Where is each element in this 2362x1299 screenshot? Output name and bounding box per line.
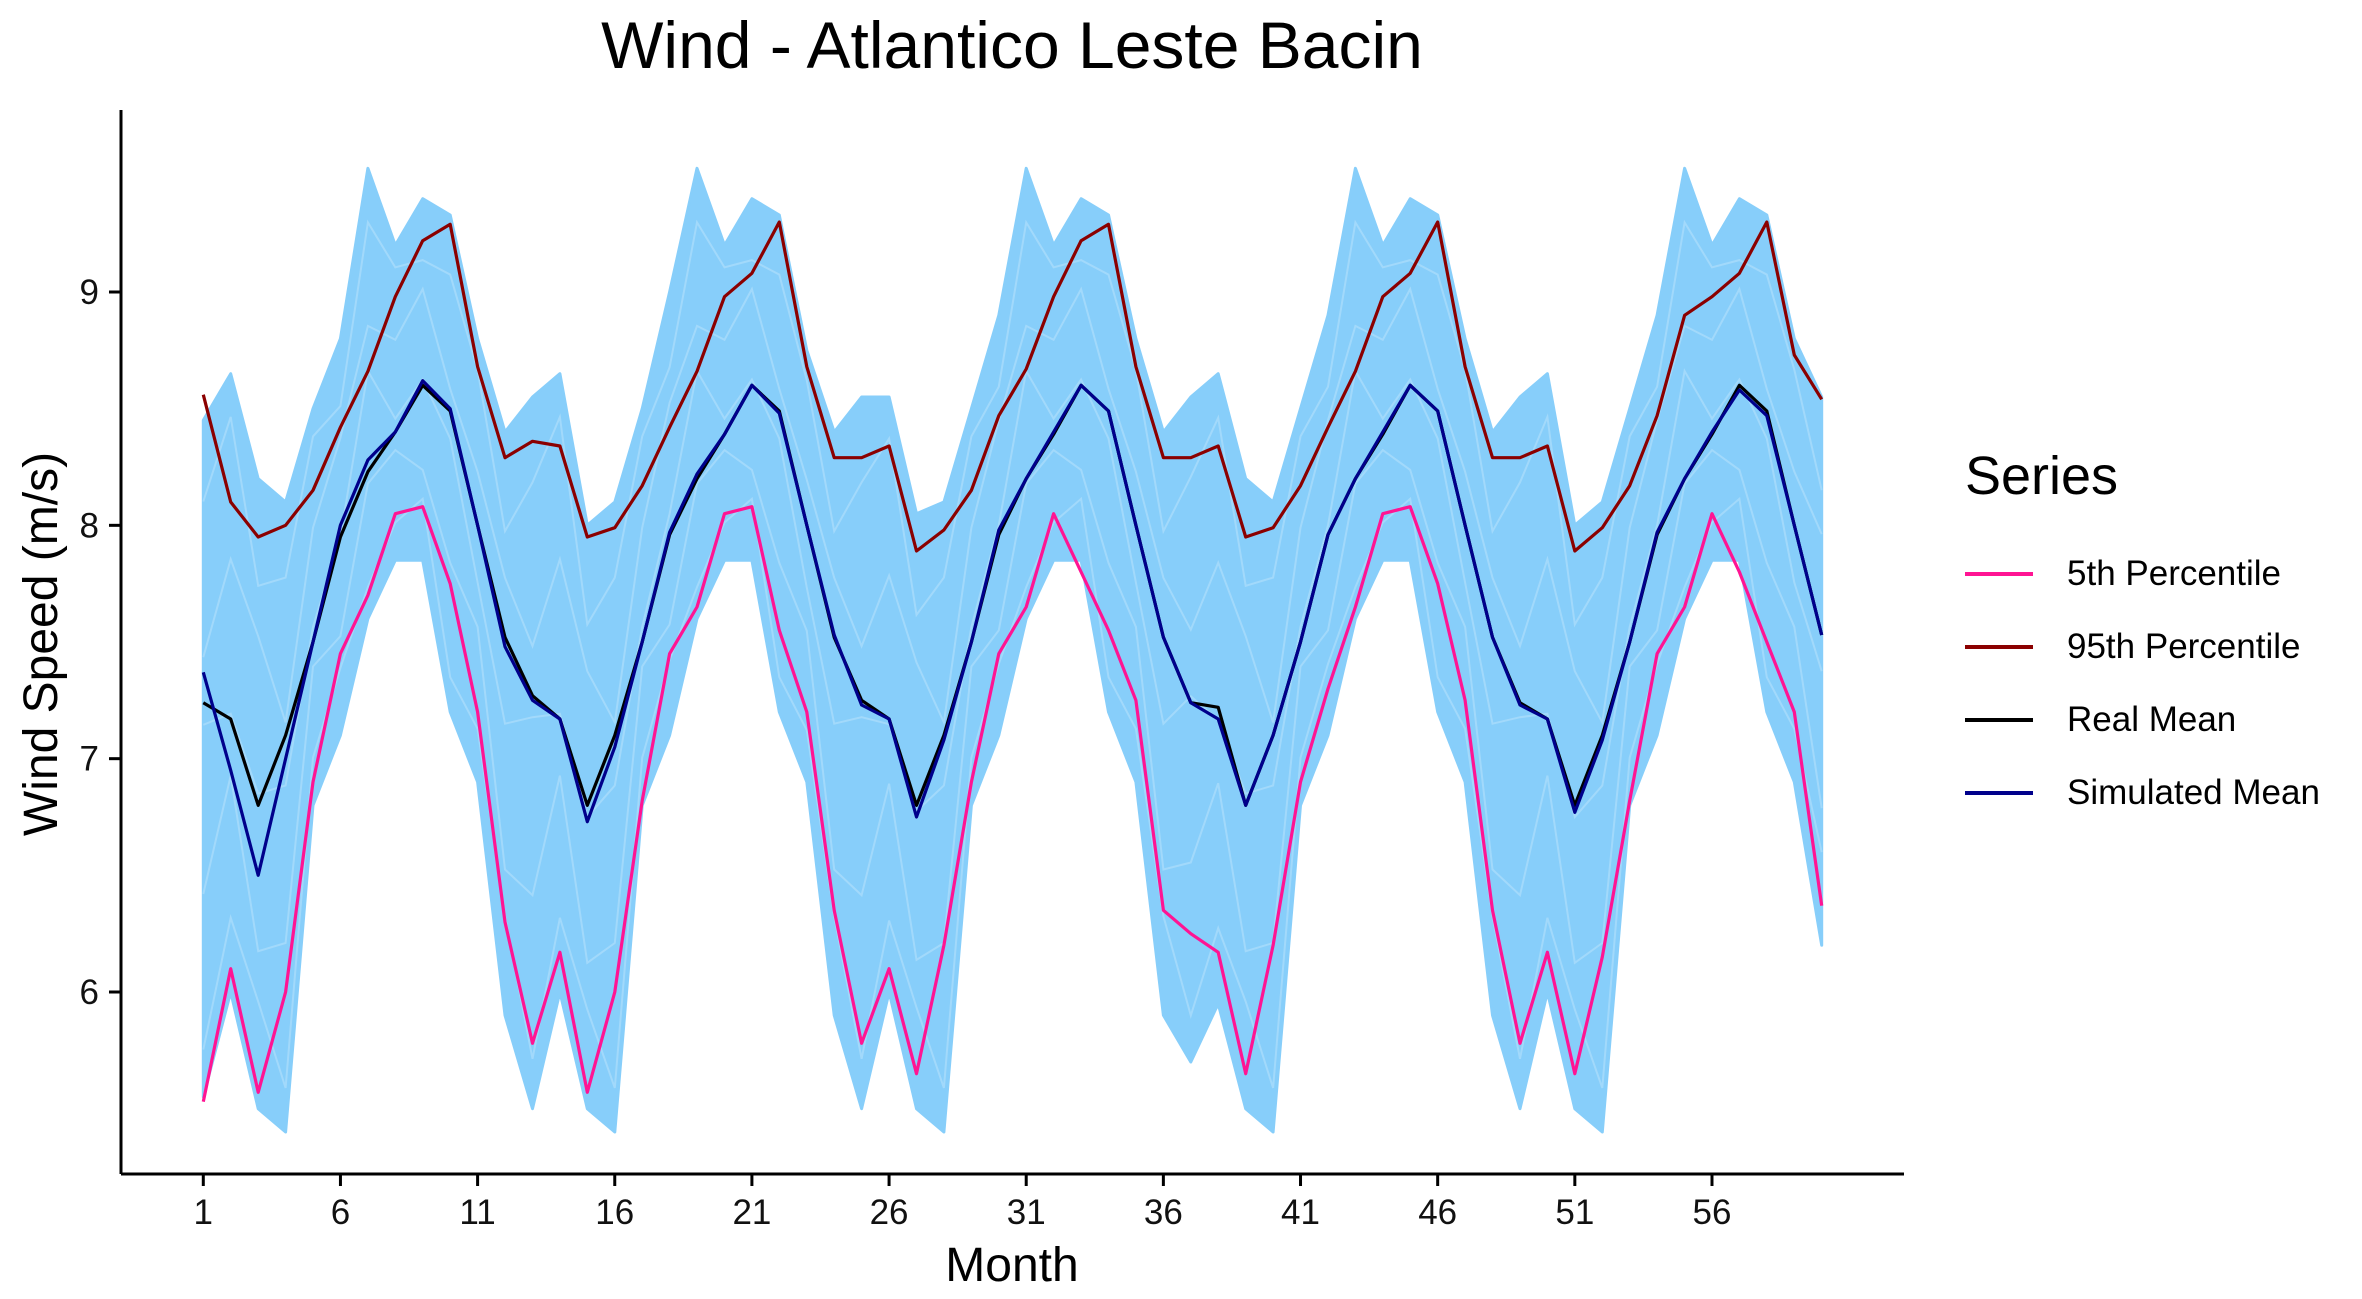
simulation-band-texture-line	[202, 286, 1823, 727]
x-tick-label: 31	[1007, 1193, 1046, 1232]
legend-label: Simulated Mean	[2067, 772, 2320, 812]
simulation-band-texture-line	[202, 496, 1823, 1089]
y-tick-label: 7	[80, 740, 99, 779]
chart-title: Wind - Atlantico Leste Bacin	[601, 8, 1423, 82]
series-line-5th-percentile	[201, 505, 1824, 1103]
legend-label: 5th Percentile	[2067, 553, 2282, 593]
x-tick-label: 6	[331, 1193, 350, 1232]
x-tick-label: 56	[1693, 1193, 1732, 1232]
y-axis-label: Wind Speed (m/s)	[15, 452, 68, 836]
x-tick-label: 16	[595, 1193, 634, 1232]
x-tick-label: 36	[1144, 1193, 1183, 1232]
x-axis-label: Month	[945, 1239, 1078, 1292]
legend-key	[1965, 717, 2033, 722]
series-line-simulated-mean	[201, 379, 1824, 877]
simulation-band-texture-line	[202, 219, 1823, 628]
simulation-band-texture-line	[202, 448, 1823, 965]
legend: Series 5th Percentile 95th Percentile Re…	[1965, 445, 2320, 829]
legend-key	[1965, 571, 2033, 576]
legend-label: 95th Percentile	[2067, 626, 2301, 666]
legend-key	[1965, 644, 2033, 649]
x-tick-label: 21	[732, 1193, 771, 1232]
series-line-95th-percentile	[201, 220, 1824, 553]
simulation-band	[201, 166, 1824, 1134]
legend-item-simulated-mean: Simulated Mean	[1965, 756, 2320, 829]
x-tick-label: 26	[870, 1193, 909, 1232]
x-tick-label: 11	[459, 1193, 495, 1232]
y-axis-ticks: 6 7 8 9	[80, 273, 121, 1012]
legend-item-95th-percentile: 95th Percentile	[1965, 610, 2320, 683]
legend-item-real-mean: Real Mean	[1965, 683, 2320, 756]
y-tick-label: 6	[80, 973, 99, 1012]
series-lines	[201, 220, 1824, 1103]
x-tick-label: 41	[1281, 1193, 1320, 1232]
simulation-band-area	[201, 166, 1824, 1134]
x-tick-label: 1	[194, 1193, 213, 1232]
y-tick-label: 8	[80, 506, 99, 545]
x-axis-ticks: 1 6 11 16 21 26 31 36 41 46 51 56	[194, 1174, 1732, 1232]
legend-label: Real Mean	[2067, 699, 2237, 739]
x-tick-label: 51	[1555, 1193, 1594, 1232]
legend-item-5th-percentile: 5th Percentile	[1965, 537, 2320, 610]
x-tick-label: 46	[1418, 1193, 1457, 1232]
legend-title: Series	[1965, 446, 2119, 506]
y-tick-label: 9	[80, 273, 99, 312]
legend-key	[1965, 790, 2033, 795]
